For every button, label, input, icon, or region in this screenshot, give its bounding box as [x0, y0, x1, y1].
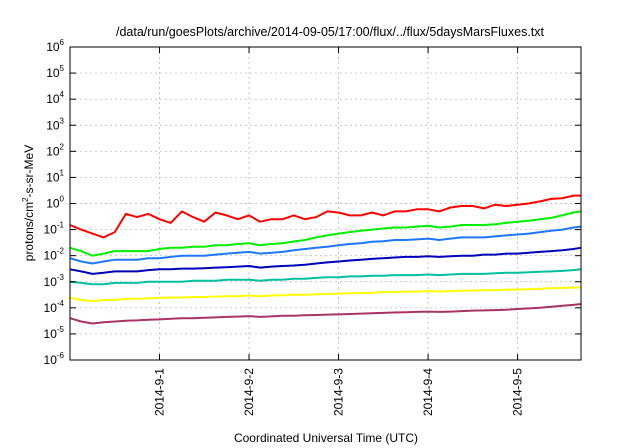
- x-axis-label: Coordinated Universal Time (UTC): [234, 431, 418, 445]
- y-axis-label: protons/cm2-s-sr-MeV: [21, 145, 36, 261]
- series-line-1: [69, 194, 581, 239]
- series-line-5: [69, 268, 582, 286]
- x-tick-label: 2014-9-3: [332, 368, 346, 416]
- series-line-7: [69, 303, 582, 325]
- y-axis: 10-6 10-5 10-4 10-3 10-2 10-1 100 101 102 103 104 1…: [44, 38, 581, 367]
- x-tick-label: 2014-9-2: [242, 368, 256, 416]
- series-line-4: [69, 246, 582, 275]
- y-tick-label: 105: [46, 64, 64, 80]
- chart-title: /data/run/goesPlots/archive/2014-09-05/1…: [116, 25, 545, 39]
- series-line-2: [69, 210, 582, 257]
- series-group: [69, 194, 582, 325]
- y-tick-label: 100: [46, 195, 64, 211]
- y-tick-label: 10-5: [44, 325, 65, 341]
- y-tick-label: 106: [46, 38, 64, 54]
- y-axis-label-sup: 2: [21, 197, 30, 202]
- y-tick-label: 103: [46, 116, 64, 132]
- y-tick-label: 104: [46, 90, 64, 106]
- y-tick-label: 10-6: [44, 351, 65, 367]
- y-tick-label: 101: [46, 168, 64, 184]
- x-tick-label: 2014-9-1: [153, 368, 167, 416]
- x-axis: 2014-9-1 2014-9-2 2014-9-3 2014-9-4 2014-9-5: [153, 47, 525, 416]
- y-tick-label: 102: [46, 142, 64, 158]
- x-tick-label: 2014-9-4: [421, 368, 435, 416]
- grid: [70, 47, 581, 360]
- y-tick-label: 10-1: [44, 221, 65, 237]
- y-tick-label: 10-3: [44, 273, 65, 289]
- x-tick-label: 2014-9-5: [511, 368, 525, 416]
- y-axis-label-base: protons/cm: [22, 202, 36, 261]
- y-tick-label: 10-4: [44, 299, 65, 315]
- series-line-3: [69, 225, 582, 265]
- series-line-6: [69, 286, 581, 303]
- y-axis-label-rest: -s-sr-MeV: [22, 145, 36, 198]
- y-tick-label: 10-2: [44, 247, 65, 263]
